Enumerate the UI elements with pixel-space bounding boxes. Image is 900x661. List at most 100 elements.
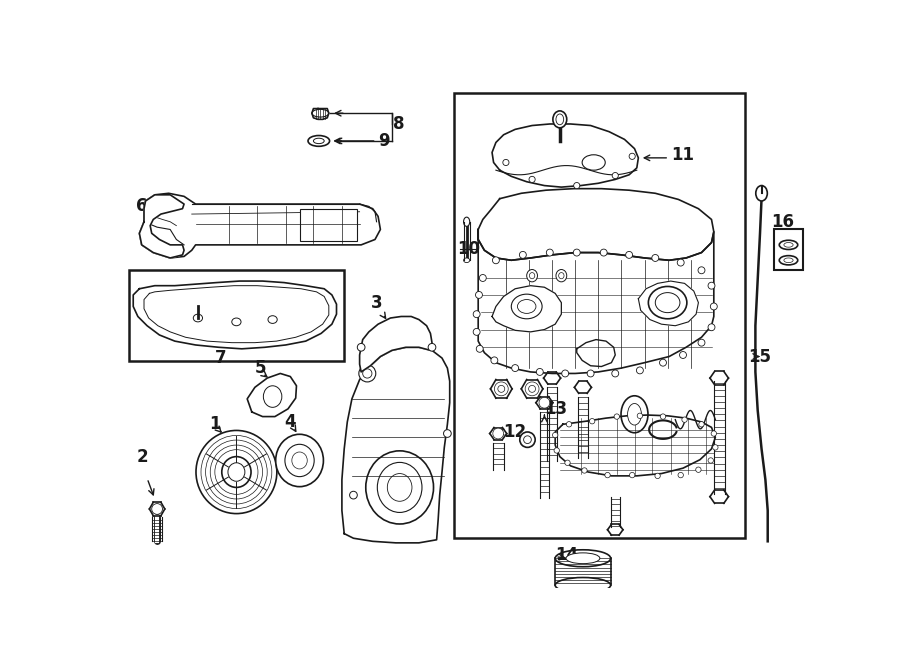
Ellipse shape xyxy=(562,370,569,377)
Ellipse shape xyxy=(652,254,659,261)
Ellipse shape xyxy=(528,385,536,393)
Ellipse shape xyxy=(480,274,486,282)
Text: 11: 11 xyxy=(670,146,694,164)
Ellipse shape xyxy=(661,414,666,419)
Ellipse shape xyxy=(648,286,687,319)
Ellipse shape xyxy=(512,365,518,371)
Text: 13: 13 xyxy=(544,400,568,418)
Ellipse shape xyxy=(365,451,434,524)
Ellipse shape xyxy=(444,430,451,438)
Ellipse shape xyxy=(708,324,715,330)
Ellipse shape xyxy=(524,436,531,444)
Polygon shape xyxy=(360,317,432,372)
Ellipse shape xyxy=(587,370,594,377)
Ellipse shape xyxy=(555,550,610,566)
Ellipse shape xyxy=(221,457,251,487)
Ellipse shape xyxy=(566,422,572,427)
Ellipse shape xyxy=(784,243,793,247)
Ellipse shape xyxy=(621,396,648,433)
Text: 6: 6 xyxy=(136,198,148,215)
Bar xyxy=(774,229,803,270)
Polygon shape xyxy=(312,108,328,120)
Ellipse shape xyxy=(559,272,564,279)
Ellipse shape xyxy=(553,111,567,128)
Ellipse shape xyxy=(232,318,241,326)
Ellipse shape xyxy=(503,159,509,165)
Ellipse shape xyxy=(494,382,508,396)
Ellipse shape xyxy=(313,138,324,143)
Text: 1: 1 xyxy=(209,415,220,433)
Ellipse shape xyxy=(677,259,684,266)
Ellipse shape xyxy=(713,445,718,450)
Ellipse shape xyxy=(779,240,797,249)
Ellipse shape xyxy=(264,386,282,407)
Polygon shape xyxy=(478,229,714,373)
Ellipse shape xyxy=(554,447,560,453)
Text: 15: 15 xyxy=(748,348,770,366)
Ellipse shape xyxy=(539,397,550,408)
Polygon shape xyxy=(140,193,381,258)
Ellipse shape xyxy=(464,258,470,262)
Ellipse shape xyxy=(710,303,717,310)
Polygon shape xyxy=(638,281,698,326)
Text: 2: 2 xyxy=(136,447,148,465)
Bar xyxy=(454,93,744,538)
Ellipse shape xyxy=(498,385,505,393)
Bar xyxy=(300,209,357,241)
Ellipse shape xyxy=(492,257,500,264)
Ellipse shape xyxy=(285,444,314,477)
Ellipse shape xyxy=(581,468,587,473)
Ellipse shape xyxy=(292,452,307,469)
Text: 5: 5 xyxy=(255,359,266,377)
Ellipse shape xyxy=(708,282,715,289)
Ellipse shape xyxy=(680,352,687,358)
Text: 12: 12 xyxy=(504,423,526,441)
Bar xyxy=(555,559,610,585)
Ellipse shape xyxy=(473,329,480,335)
Ellipse shape xyxy=(556,270,567,282)
Ellipse shape xyxy=(573,182,580,188)
Ellipse shape xyxy=(349,491,357,499)
Polygon shape xyxy=(492,286,562,332)
Text: 9: 9 xyxy=(378,132,390,150)
Ellipse shape xyxy=(655,473,661,479)
Ellipse shape xyxy=(475,292,482,298)
Ellipse shape xyxy=(555,578,610,593)
Ellipse shape xyxy=(612,370,618,377)
Ellipse shape xyxy=(682,417,688,422)
Ellipse shape xyxy=(627,403,642,425)
Ellipse shape xyxy=(491,357,498,364)
Ellipse shape xyxy=(520,432,536,447)
Ellipse shape xyxy=(536,368,544,375)
Ellipse shape xyxy=(196,430,277,514)
Ellipse shape xyxy=(629,473,634,478)
Polygon shape xyxy=(133,281,337,349)
Polygon shape xyxy=(555,415,716,476)
Bar xyxy=(129,270,344,361)
Polygon shape xyxy=(478,188,714,260)
Ellipse shape xyxy=(678,473,683,478)
Ellipse shape xyxy=(377,463,422,512)
Ellipse shape xyxy=(612,173,618,178)
Ellipse shape xyxy=(546,249,554,256)
Ellipse shape xyxy=(698,339,705,346)
Ellipse shape xyxy=(629,153,635,159)
Text: 8: 8 xyxy=(393,115,405,133)
Ellipse shape xyxy=(582,155,605,170)
Polygon shape xyxy=(492,124,638,187)
Text: 16: 16 xyxy=(770,213,794,231)
Ellipse shape xyxy=(600,249,608,256)
Ellipse shape xyxy=(518,299,536,313)
Ellipse shape xyxy=(363,369,372,378)
Text: 3: 3 xyxy=(371,293,382,311)
Ellipse shape xyxy=(268,316,277,323)
Ellipse shape xyxy=(152,504,163,514)
Ellipse shape xyxy=(711,431,716,436)
Ellipse shape xyxy=(526,270,537,282)
Ellipse shape xyxy=(387,473,412,501)
Ellipse shape xyxy=(779,256,797,265)
Ellipse shape xyxy=(357,344,365,351)
Ellipse shape xyxy=(655,293,680,313)
Ellipse shape xyxy=(519,251,526,258)
Ellipse shape xyxy=(636,367,644,374)
